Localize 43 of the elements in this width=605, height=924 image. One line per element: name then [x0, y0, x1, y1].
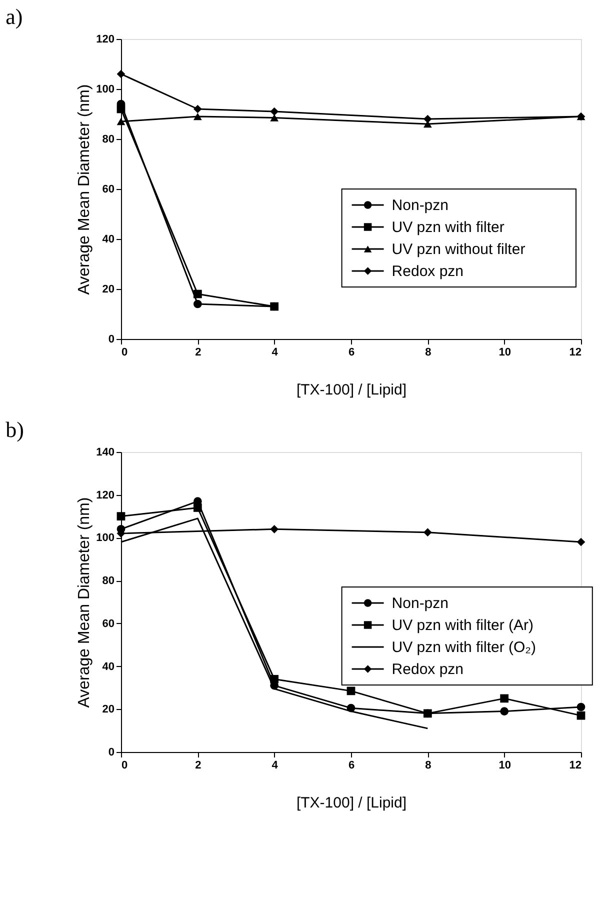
legend-label: Redox pzn: [392, 263, 464, 280]
y-tick-label: 40: [102, 234, 114, 246]
y-tick-label: 60: [102, 184, 114, 196]
y-tick-label: 40: [102, 660, 114, 673]
y-tick-label: 20: [102, 284, 114, 296]
x-tick-label: 8: [425, 346, 432, 358]
x-tick-label: 6: [348, 760, 355, 772]
legend-label: UV pzn with filter (Ar): [392, 617, 534, 634]
x-tick-label: 8: [425, 760, 432, 772]
x-tick-label: 10: [498, 346, 511, 358]
legend-label: Non-pzn: [392, 595, 449, 612]
y-tick-label: 120: [96, 34, 114, 46]
y-tick-label: 0: [108, 746, 114, 758]
chart-title: b): [6, 417, 24, 442]
x-axis-title: [TX-100] / [Lipid]: [296, 794, 407, 812]
x-tick-label: 4: [272, 760, 279, 772]
y-axis-title: Average Mean Diameter (nm): [76, 84, 94, 295]
legend-label: UV pzn without filter: [392, 241, 526, 258]
y-tick-label: 60: [102, 618, 114, 630]
x-tick-label: 2: [195, 760, 202, 772]
x-tick-label: 2: [195, 346, 202, 358]
legend-label: Non-pzn: [392, 197, 449, 214]
legend-label: UV pzn with filter (O₂): [392, 639, 536, 656]
x-tick-label: 10: [498, 760, 511, 772]
y-tick-label: 0: [108, 334, 114, 346]
x-tick-label: 12: [569, 760, 582, 772]
x-tick-label: 6: [348, 346, 355, 358]
legend-label: UV pzn with filter: [392, 219, 504, 236]
x-tick-label: 12: [569, 346, 582, 358]
y-axis-title: Average Mean Diameter (nm): [76, 497, 94, 708]
chart-title: a): [6, 4, 23, 29]
x-tick-label: 0: [122, 760, 128, 772]
y-tick-label: 80: [102, 134, 114, 146]
y-tick-label: 100: [96, 84, 114, 96]
y-tick-label: 140: [96, 446, 114, 458]
y-tick-label: 120: [96, 489, 114, 502]
y-tick-label: 100: [96, 532, 114, 544]
x-axis-title: [TX-100] / [Lipid]: [296, 382, 407, 398]
x-tick-label: 0: [122, 346, 128, 358]
legend-label: Redox pzn: [392, 661, 464, 678]
y-tick-label: 80: [102, 575, 114, 588]
y-tick-label: 20: [102, 704, 114, 716]
x-tick-label: 4: [272, 346, 279, 358]
